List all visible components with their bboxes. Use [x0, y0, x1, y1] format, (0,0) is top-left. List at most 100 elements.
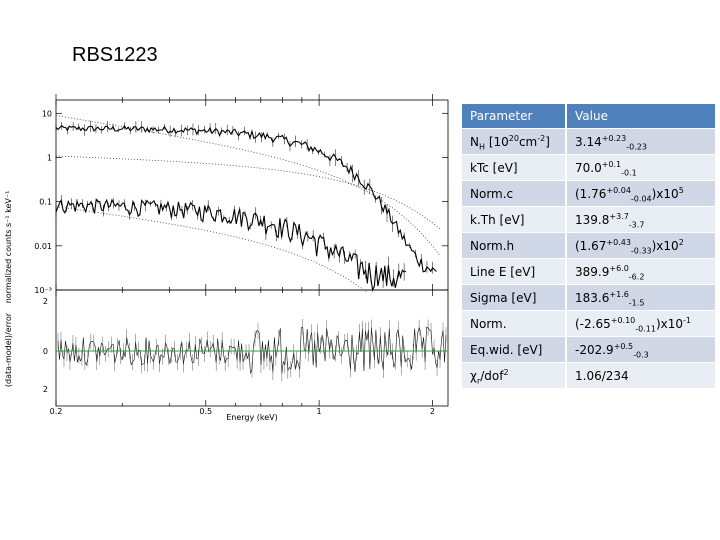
- cell-sub: r: [476, 375, 481, 385]
- top-panel: [55, 99, 449, 291]
- table-row: Norm.h (1.67+0.43-0.33)x102: [462, 232, 717, 259]
- parameter-cell: Norm.: [462, 310, 567, 337]
- cell-tail3: ]: [545, 134, 550, 149]
- cell-sup: +0.10: [610, 315, 636, 325]
- top-ytick-label: 1: [47, 153, 52, 162]
- cell-main: (1.67: [575, 238, 607, 253]
- cell-sup: +0.23: [601, 133, 627, 143]
- top-ytick-label: 0.1: [39, 198, 52, 207]
- cell-main: k.Th [eV]: [470, 212, 525, 227]
- cell-main: 3.14: [575, 134, 602, 149]
- cell-sup: +0.43: [606, 237, 631, 247]
- cell-tail: )x10: [651, 238, 679, 253]
- parameter-cell: Eq.wid. [eV]: [462, 336, 567, 363]
- cell-main: 70.0: [575, 160, 602, 175]
- cell-main: 139.8: [575, 212, 610, 227]
- table-header-row: Parameter Value: [462, 104, 717, 129]
- top-ytick-label: 10: [42, 109, 52, 118]
- cell-main: Line E [eV]: [470, 264, 536, 279]
- cell-tail: /dof: [480, 368, 504, 383]
- axis-ticks: [55, 94, 448, 406]
- table-row: k.Th [eV] 139.8+3.7-3.7: [462, 206, 717, 233]
- data-spectrum: [55, 198, 407, 293]
- parameter-cell: k.Th [eV]: [462, 206, 567, 233]
- cell-main: (-2.65: [575, 316, 611, 331]
- cell-sup: +3.7: [609, 211, 629, 221]
- parameter-cell: Norm.c: [462, 180, 567, 207]
- value-cell: (-2.65+0.10-0.11)x10-1: [566, 310, 717, 337]
- cell-sup: 20: [508, 133, 519, 143]
- value-cell: (1.67+0.43-0.33)x102: [566, 232, 717, 259]
- cell-sup: +0.5: [613, 341, 634, 351]
- cell-main: χ: [470, 368, 477, 383]
- bottom-ytick-label: 2: [43, 385, 48, 394]
- model-curve-dotted: [55, 155, 441, 230]
- top-ylabel: normalized counts s⁻¹ keV⁻¹: [4, 191, 13, 304]
- bottom-ytick-label: 0: [43, 347, 48, 356]
- top-ytick-label: 0.01: [34, 242, 52, 251]
- x-tick-labels: 0.2 0.5 1 2: [50, 407, 435, 416]
- cell-sup2: 2: [678, 237, 684, 247]
- value-cell: 139.8+3.7-3.7: [566, 206, 717, 233]
- x-tick-label: 2: [430, 407, 435, 416]
- bottom-ytick-label: 2: [43, 297, 48, 306]
- table-row: kTc [eV] 70.0+0.1-0.1: [462, 154, 717, 181]
- cell-tail: )x10: [655, 316, 684, 331]
- cell-main: 389.9: [575, 264, 610, 279]
- cell-sub: -0.11: [635, 323, 656, 333]
- parameter-table: Parameter Value NH [1020cm-2] 3.14+0.23-0…: [462, 104, 717, 388]
- cell-sup: +0.04: [606, 185, 631, 195]
- bottom-tick-labels: 2 0 2: [43, 297, 48, 394]
- cell-sub: -0.3: [633, 349, 649, 359]
- cell-main: N: [470, 134, 479, 149]
- table-row: Line E [eV] 389.9+6.0-6.2: [462, 258, 717, 285]
- cell-sup: 2: [503, 367, 509, 377]
- cell-main: Sigma [eV]: [470, 290, 537, 305]
- cell-main: -202.9: [575, 342, 614, 357]
- x-tick-label: 0.5: [199, 407, 212, 416]
- value-cell: -202.9+0.5-0.3: [566, 336, 717, 363]
- cell-main: Eq.wid. [eV]: [470, 342, 543, 357]
- table-row: Norm. (-2.65+0.10-0.11)x10-1: [462, 310, 717, 337]
- cell-sub: -6.2: [628, 271, 645, 281]
- table-row: Norm.c (1.76+0.04-0.04)x105: [462, 180, 717, 207]
- cell-main: Norm.: [470, 316, 507, 331]
- parameter-cell: kTc [eV]: [462, 154, 567, 181]
- top-tick-labels: 10 1 0.1 0.01 10⁻³: [34, 109, 52, 295]
- value-cell: 389.9+6.0-6.2: [566, 258, 717, 285]
- cell-tail: [10: [485, 134, 509, 149]
- cell-sup: +0.1: [601, 159, 622, 169]
- parameter-cell: Sigma [eV]: [462, 284, 567, 311]
- table-row: NH [1020cm-2] 3.14+0.23-0.23: [462, 128, 717, 155]
- parameter-cell: NH [1020cm-2]: [462, 128, 567, 155]
- cell-main: Norm.h: [470, 238, 515, 253]
- bottom-panel: [55, 289, 449, 407]
- table-row: Eq.wid. [eV] -202.9+0.5-0.3: [462, 336, 717, 363]
- cell-main: 1.06/234: [575, 368, 629, 383]
- x-tick-label: 0.2: [50, 407, 63, 416]
- cell-sub: -0.33: [630, 245, 652, 255]
- table-row: Sigma [eV] 183.6+1.6-1.5: [462, 284, 717, 311]
- parameter-cell: χr/dof2: [462, 362, 567, 388]
- header-value: Value: [566, 104, 717, 129]
- cell-sub: -3.7: [628, 219, 645, 229]
- value-cell: (1.76+0.04-0.04)x105: [566, 180, 717, 207]
- value-cell: 1.06/234: [566, 362, 717, 388]
- spectrum-figure: normalized counts s⁻¹ keV⁻¹ (data-model)…: [4, 94, 449, 422]
- cell-sup: +1.6: [609, 289, 629, 299]
- cell-sub: H: [478, 141, 485, 151]
- cell-sub: -0.1: [621, 167, 637, 177]
- parameter-cell: Line E [eV]: [462, 258, 567, 285]
- cell-tail2: cm: [518, 134, 538, 149]
- x-tick-label: 1: [317, 407, 322, 416]
- cell-sup2: 5: [678, 185, 684, 195]
- model-curve-dotted: [55, 206, 367, 293]
- cell-sup2: -1: [683, 315, 691, 325]
- cell-tail: )x10: [651, 186, 679, 201]
- value-cell: 70.0+0.1-0.1: [566, 154, 717, 181]
- header-parameter: Parameter: [462, 104, 567, 129]
- cell-sup2: -2: [537, 133, 546, 143]
- model-curve-dotted: [55, 115, 441, 257]
- cell-sub: -0.23: [626, 141, 647, 151]
- cell-main: Norm.c: [470, 186, 514, 201]
